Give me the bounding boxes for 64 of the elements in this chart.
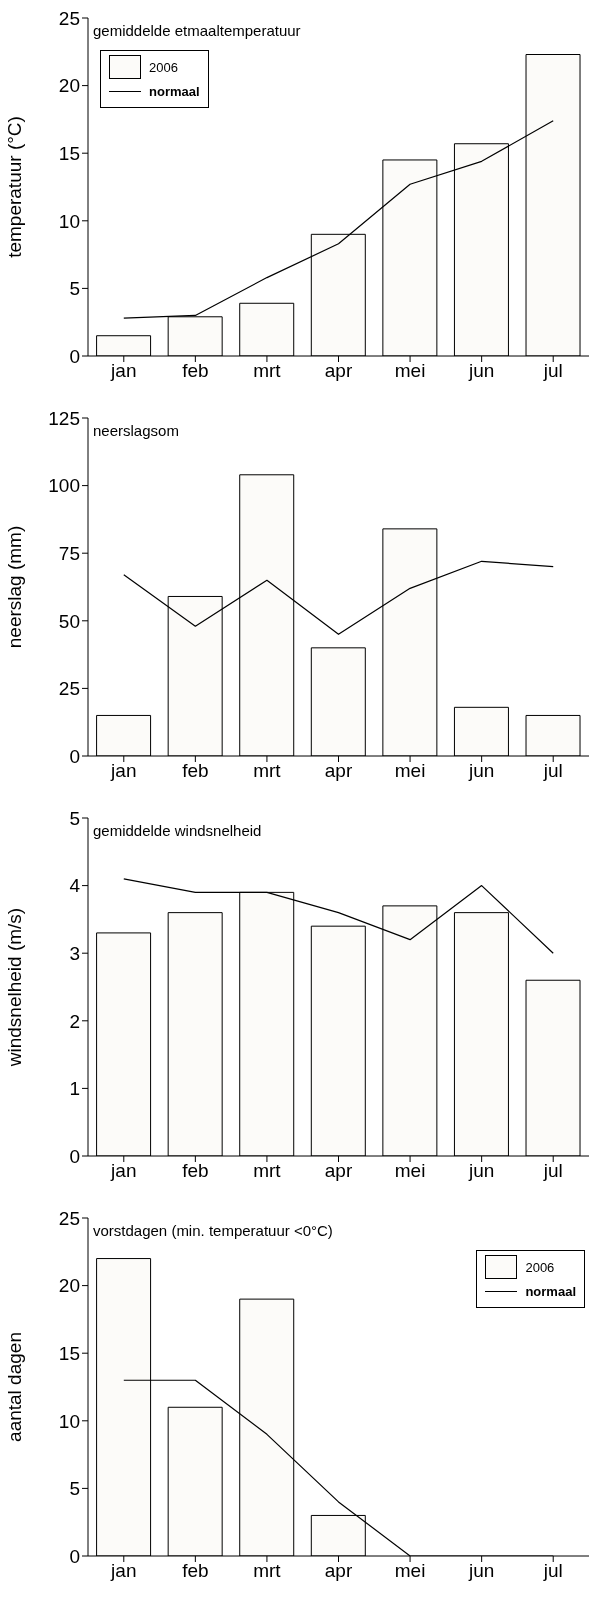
x-tick-label: jun bbox=[467, 1160, 495, 1182]
x-tick-label: mei bbox=[394, 760, 426, 782]
x-tick-label: feb bbox=[182, 1560, 209, 1582]
chart-title: neerslagsom bbox=[93, 422, 179, 439]
y-tick-label: 10 bbox=[58, 1410, 80, 1432]
y-tick-label: 25 bbox=[58, 7, 80, 29]
x-tick-label: jan bbox=[110, 1560, 137, 1582]
x-tick-label: feb bbox=[182, 360, 209, 382]
y-tick-label: 0 bbox=[69, 1545, 80, 1567]
x-tick-label: jul bbox=[542, 760, 563, 782]
y-tick-label: 15 bbox=[58, 142, 80, 164]
x-tick-label: mrt bbox=[253, 1560, 282, 1582]
x-tick-label: apr bbox=[324, 360, 353, 382]
x-tick-label: jul bbox=[542, 1560, 563, 1582]
y-tick-label: 25 bbox=[58, 678, 80, 700]
y-tick-label: 75 bbox=[58, 542, 80, 564]
y-tick-label: 5 bbox=[69, 278, 80, 300]
x-tick-label: jun bbox=[467, 1560, 495, 1582]
y-tick-label: 20 bbox=[58, 75, 80, 97]
y-axis-title: windsnelheid (m/s) bbox=[3, 907, 25, 1068]
x-tick-label: mei bbox=[394, 1560, 426, 1582]
legend-label: normaal bbox=[525, 1283, 576, 1299]
y-axis-title: aantal dagen bbox=[3, 1332, 25, 1442]
y-tick-label: 5 bbox=[69, 1478, 80, 1500]
y-tick-label: 3 bbox=[69, 942, 80, 964]
chart-title: gemiddelde windsnelheid bbox=[93, 822, 262, 839]
y-tick-label: 4 bbox=[69, 875, 81, 897]
x-tick-label: jun bbox=[467, 360, 495, 382]
legend-label: 2006 bbox=[149, 59, 178, 75]
x-tick-label: jan bbox=[110, 1160, 137, 1182]
x-tick-label: mei bbox=[394, 1160, 426, 1182]
x-tick-label: jan bbox=[110, 360, 137, 382]
chart-title: vorstdagen (min. temperatuur <0°C) bbox=[93, 1222, 333, 1239]
x-tick-label: jul bbox=[542, 360, 563, 382]
y-tick-label: 0 bbox=[69, 345, 80, 367]
y-axis-title: temperatuur (°C) bbox=[3, 116, 25, 258]
y-tick-label: 20 bbox=[58, 1275, 80, 1297]
y-tick-label: 0 bbox=[69, 1145, 80, 1167]
y-tick-label: 15 bbox=[58, 1342, 80, 1364]
legend-label: normaal bbox=[149, 83, 200, 99]
y-tick-label: 5 bbox=[69, 807, 80, 829]
y-tick-label: 25 bbox=[58, 1207, 80, 1229]
y-tick-label: 100 bbox=[48, 475, 80, 497]
y-tick-label: 50 bbox=[58, 610, 80, 632]
x-tick-label: jan bbox=[110, 760, 137, 782]
y-tick-label: 1 bbox=[69, 1078, 80, 1100]
y-tick-label: 0 bbox=[69, 745, 80, 767]
chart-title: gemiddelde etmaaltemperatuur bbox=[93, 22, 301, 39]
y-tick-label: 10 bbox=[58, 210, 80, 232]
x-tick-label: apr bbox=[324, 1160, 353, 1182]
x-tick-label: apr bbox=[324, 1560, 353, 1582]
y-tick-label: 125 bbox=[48, 407, 80, 429]
y-tick-label: 2 bbox=[69, 1010, 80, 1032]
legend-label: 2006 bbox=[525, 1259, 555, 1275]
x-tick-label: feb bbox=[182, 760, 209, 782]
x-tick-label: feb bbox=[182, 1160, 209, 1182]
x-tick-label: jul bbox=[542, 1160, 563, 1182]
x-tick-label: mrt bbox=[253, 360, 282, 382]
x-tick-label: mei bbox=[394, 360, 426, 382]
x-tick-label: jun bbox=[467, 760, 495, 782]
x-tick-label: mrt bbox=[253, 760, 282, 782]
x-tick-label: apr bbox=[324, 760, 353, 782]
y-axis-title: neerslag (mm) bbox=[3, 525, 25, 649]
x-tick-label: mrt bbox=[253, 1160, 282, 1182]
